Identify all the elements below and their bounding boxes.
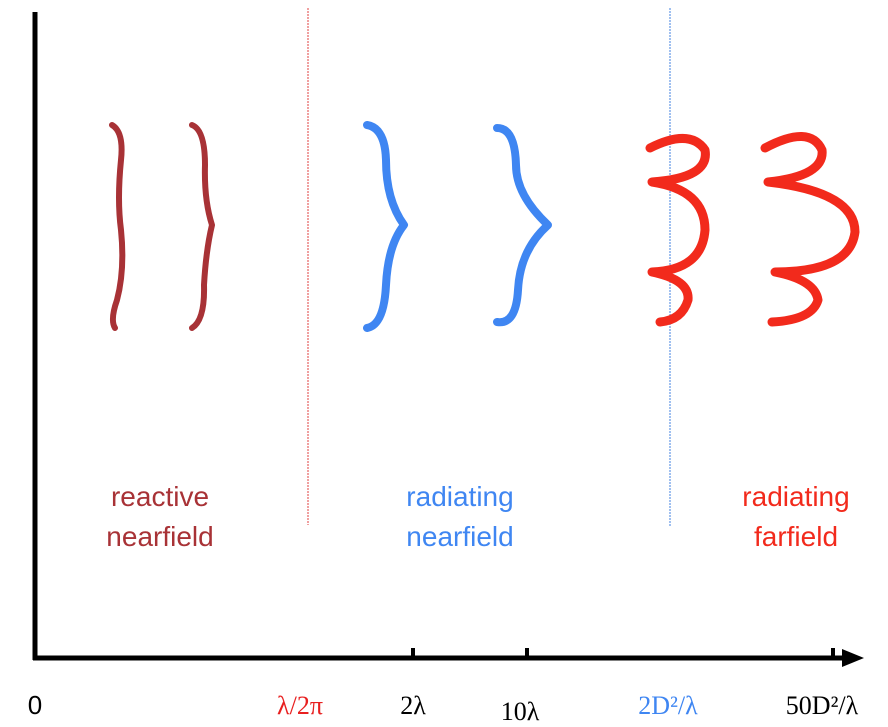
wavefront xyxy=(189,122,215,331)
region-label: nearfield xyxy=(106,521,213,552)
radiating-near-waves xyxy=(363,121,552,332)
wavefront xyxy=(645,134,710,327)
farfield-waves xyxy=(645,132,860,327)
axis-label: 10λ xyxy=(501,697,540,726)
wavefront xyxy=(760,132,860,327)
axis-label: 2D²/λ xyxy=(638,691,698,720)
axis-label: λ/2π xyxy=(277,691,323,720)
region-label: nearfield xyxy=(406,521,513,552)
axis-label: 2λ xyxy=(400,691,426,720)
region-label: radiating xyxy=(406,481,513,512)
axis-label: 50D²/λ xyxy=(786,691,859,720)
region-label: reactive xyxy=(111,481,209,512)
wavefront xyxy=(363,121,408,332)
reactive-waves xyxy=(109,122,215,331)
wavefront xyxy=(109,122,126,331)
axis-arrow xyxy=(842,649,864,667)
wavefront xyxy=(493,124,552,327)
region-label: farfield xyxy=(754,521,838,552)
region-label: radiating xyxy=(742,481,849,512)
axis-label: 0 xyxy=(28,690,42,720)
